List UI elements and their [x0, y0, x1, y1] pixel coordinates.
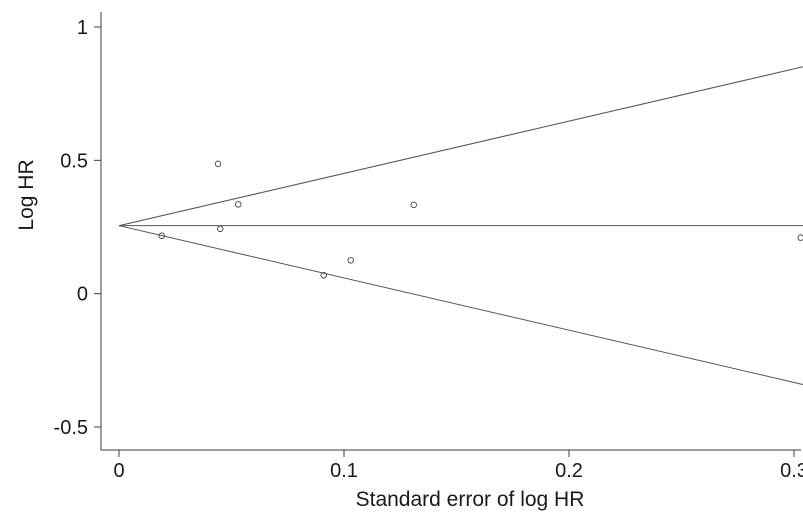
x-tick-label-1: 0.1: [330, 460, 358, 482]
x-axis-label: Standard error of log HR: [356, 488, 585, 511]
x-tick-label-3: 0.3: [780, 460, 803, 482]
axes: [100, 12, 801, 451]
y-axis-label: Log HR: [15, 159, 38, 230]
funnel-lines: [118, 66, 803, 386]
y-axis-ticks: -0.5 0 0.5 1: [54, 17, 101, 439]
lower-confidence-limit: [118, 225, 803, 386]
study-point-5: [347, 257, 355, 264]
upper-confidence-limit: [118, 66, 803, 227]
study-point-1: [214, 160, 222, 168]
x-tick-label-2: 0.2: [555, 460, 583, 482]
y-tick-label-2: 0.5: [60, 150, 88, 172]
y-tick-label-3: 1: [77, 17, 88, 39]
study-points: [158, 160, 803, 279]
study-point-4: [320, 272, 328, 279]
x-axis-ticks: 0 0.1 0.2 0.3: [113, 450, 803, 482]
study-point-2: [216, 225, 224, 233]
y-tick-label-0: -0.5: [54, 417, 88, 439]
x-tick-label-0: 0: [113, 460, 124, 482]
study-point-6: [410, 201, 418, 209]
study-point-7: [797, 234, 803, 241]
study-point-0: [158, 232, 165, 240]
study-point-3: [234, 201, 242, 208]
y-tick-label-1: 0: [77, 284, 88, 306]
